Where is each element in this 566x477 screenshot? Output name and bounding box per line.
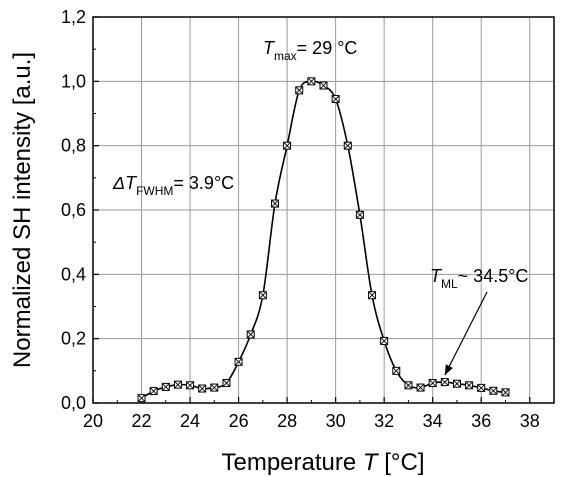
data-point xyxy=(246,330,255,339)
data-point xyxy=(283,141,292,150)
x-tick-label: 20 xyxy=(83,411,103,431)
data-point xyxy=(186,381,195,390)
y-tick-label: 0,2 xyxy=(61,329,86,349)
data-point xyxy=(307,77,316,86)
y-tick-label: 0,0 xyxy=(61,393,86,413)
x-axis-title: Temperature T [°C] xyxy=(221,449,424,476)
y-tick-label: 1,2 xyxy=(61,7,86,27)
arrow-head xyxy=(444,364,453,376)
annotation-fwhm: ΔTFWHM= 3.9°C xyxy=(112,173,234,198)
data-line xyxy=(141,80,506,399)
data-point xyxy=(161,382,170,391)
y-tick-label: 0,4 xyxy=(61,264,86,284)
data-point xyxy=(465,381,474,390)
x-tick-label: 22 xyxy=(132,411,152,431)
data-point xyxy=(295,86,304,95)
data-point xyxy=(343,141,352,150)
y-tick-label: 0,6 xyxy=(61,200,86,220)
data-point xyxy=(404,381,413,390)
data-point xyxy=(489,386,498,395)
data-point xyxy=(477,383,486,392)
x-tick-label: 24 xyxy=(180,411,200,431)
data-point xyxy=(331,95,340,104)
data-point xyxy=(198,384,207,393)
y-tick-label: 1,0 xyxy=(61,71,86,91)
x-tick-label: 36 xyxy=(471,411,491,431)
x-tick-label: 34 xyxy=(423,411,443,431)
data-point xyxy=(416,383,425,392)
data-point xyxy=(368,291,377,300)
data-point xyxy=(137,394,146,403)
data-point xyxy=(258,291,267,300)
data-point xyxy=(452,379,461,388)
data-markers xyxy=(137,77,510,403)
y-axis-title: Normalized SH intensity [a.u.] xyxy=(9,52,36,368)
data-point xyxy=(222,379,231,388)
data-point xyxy=(173,380,182,389)
x-tick-label: 32 xyxy=(374,411,394,431)
annotation-tmax: Tmax= 29 °C xyxy=(263,38,357,63)
y-tick-label: 0,8 xyxy=(61,136,86,156)
axis-ticks: 20 22 24 26 28 30 32 34 36 38 0,0 0,2 0,4 0,6 0,8 1,0 1,… xyxy=(61,7,540,431)
data-point xyxy=(440,378,449,387)
annotation-tml: TML~ 34.5°C xyxy=(430,266,528,291)
data-point xyxy=(392,366,401,375)
annotation-tml-arrow xyxy=(444,291,488,376)
data-point xyxy=(428,379,437,388)
data-point xyxy=(210,383,219,392)
series-line xyxy=(141,80,506,399)
data-point xyxy=(234,357,243,366)
data-point xyxy=(149,387,158,396)
data-point xyxy=(319,81,328,90)
x-tick-label: 26 xyxy=(229,411,249,431)
data-point xyxy=(270,199,279,208)
data-point xyxy=(501,388,510,397)
x-tick-label: 28 xyxy=(277,411,297,431)
x-tick-label: 30 xyxy=(326,411,346,431)
data-point xyxy=(380,336,389,345)
x-tick-label: 38 xyxy=(520,411,540,431)
data-point xyxy=(355,210,364,219)
grid xyxy=(92,16,554,404)
arrow-shaft xyxy=(444,291,488,376)
